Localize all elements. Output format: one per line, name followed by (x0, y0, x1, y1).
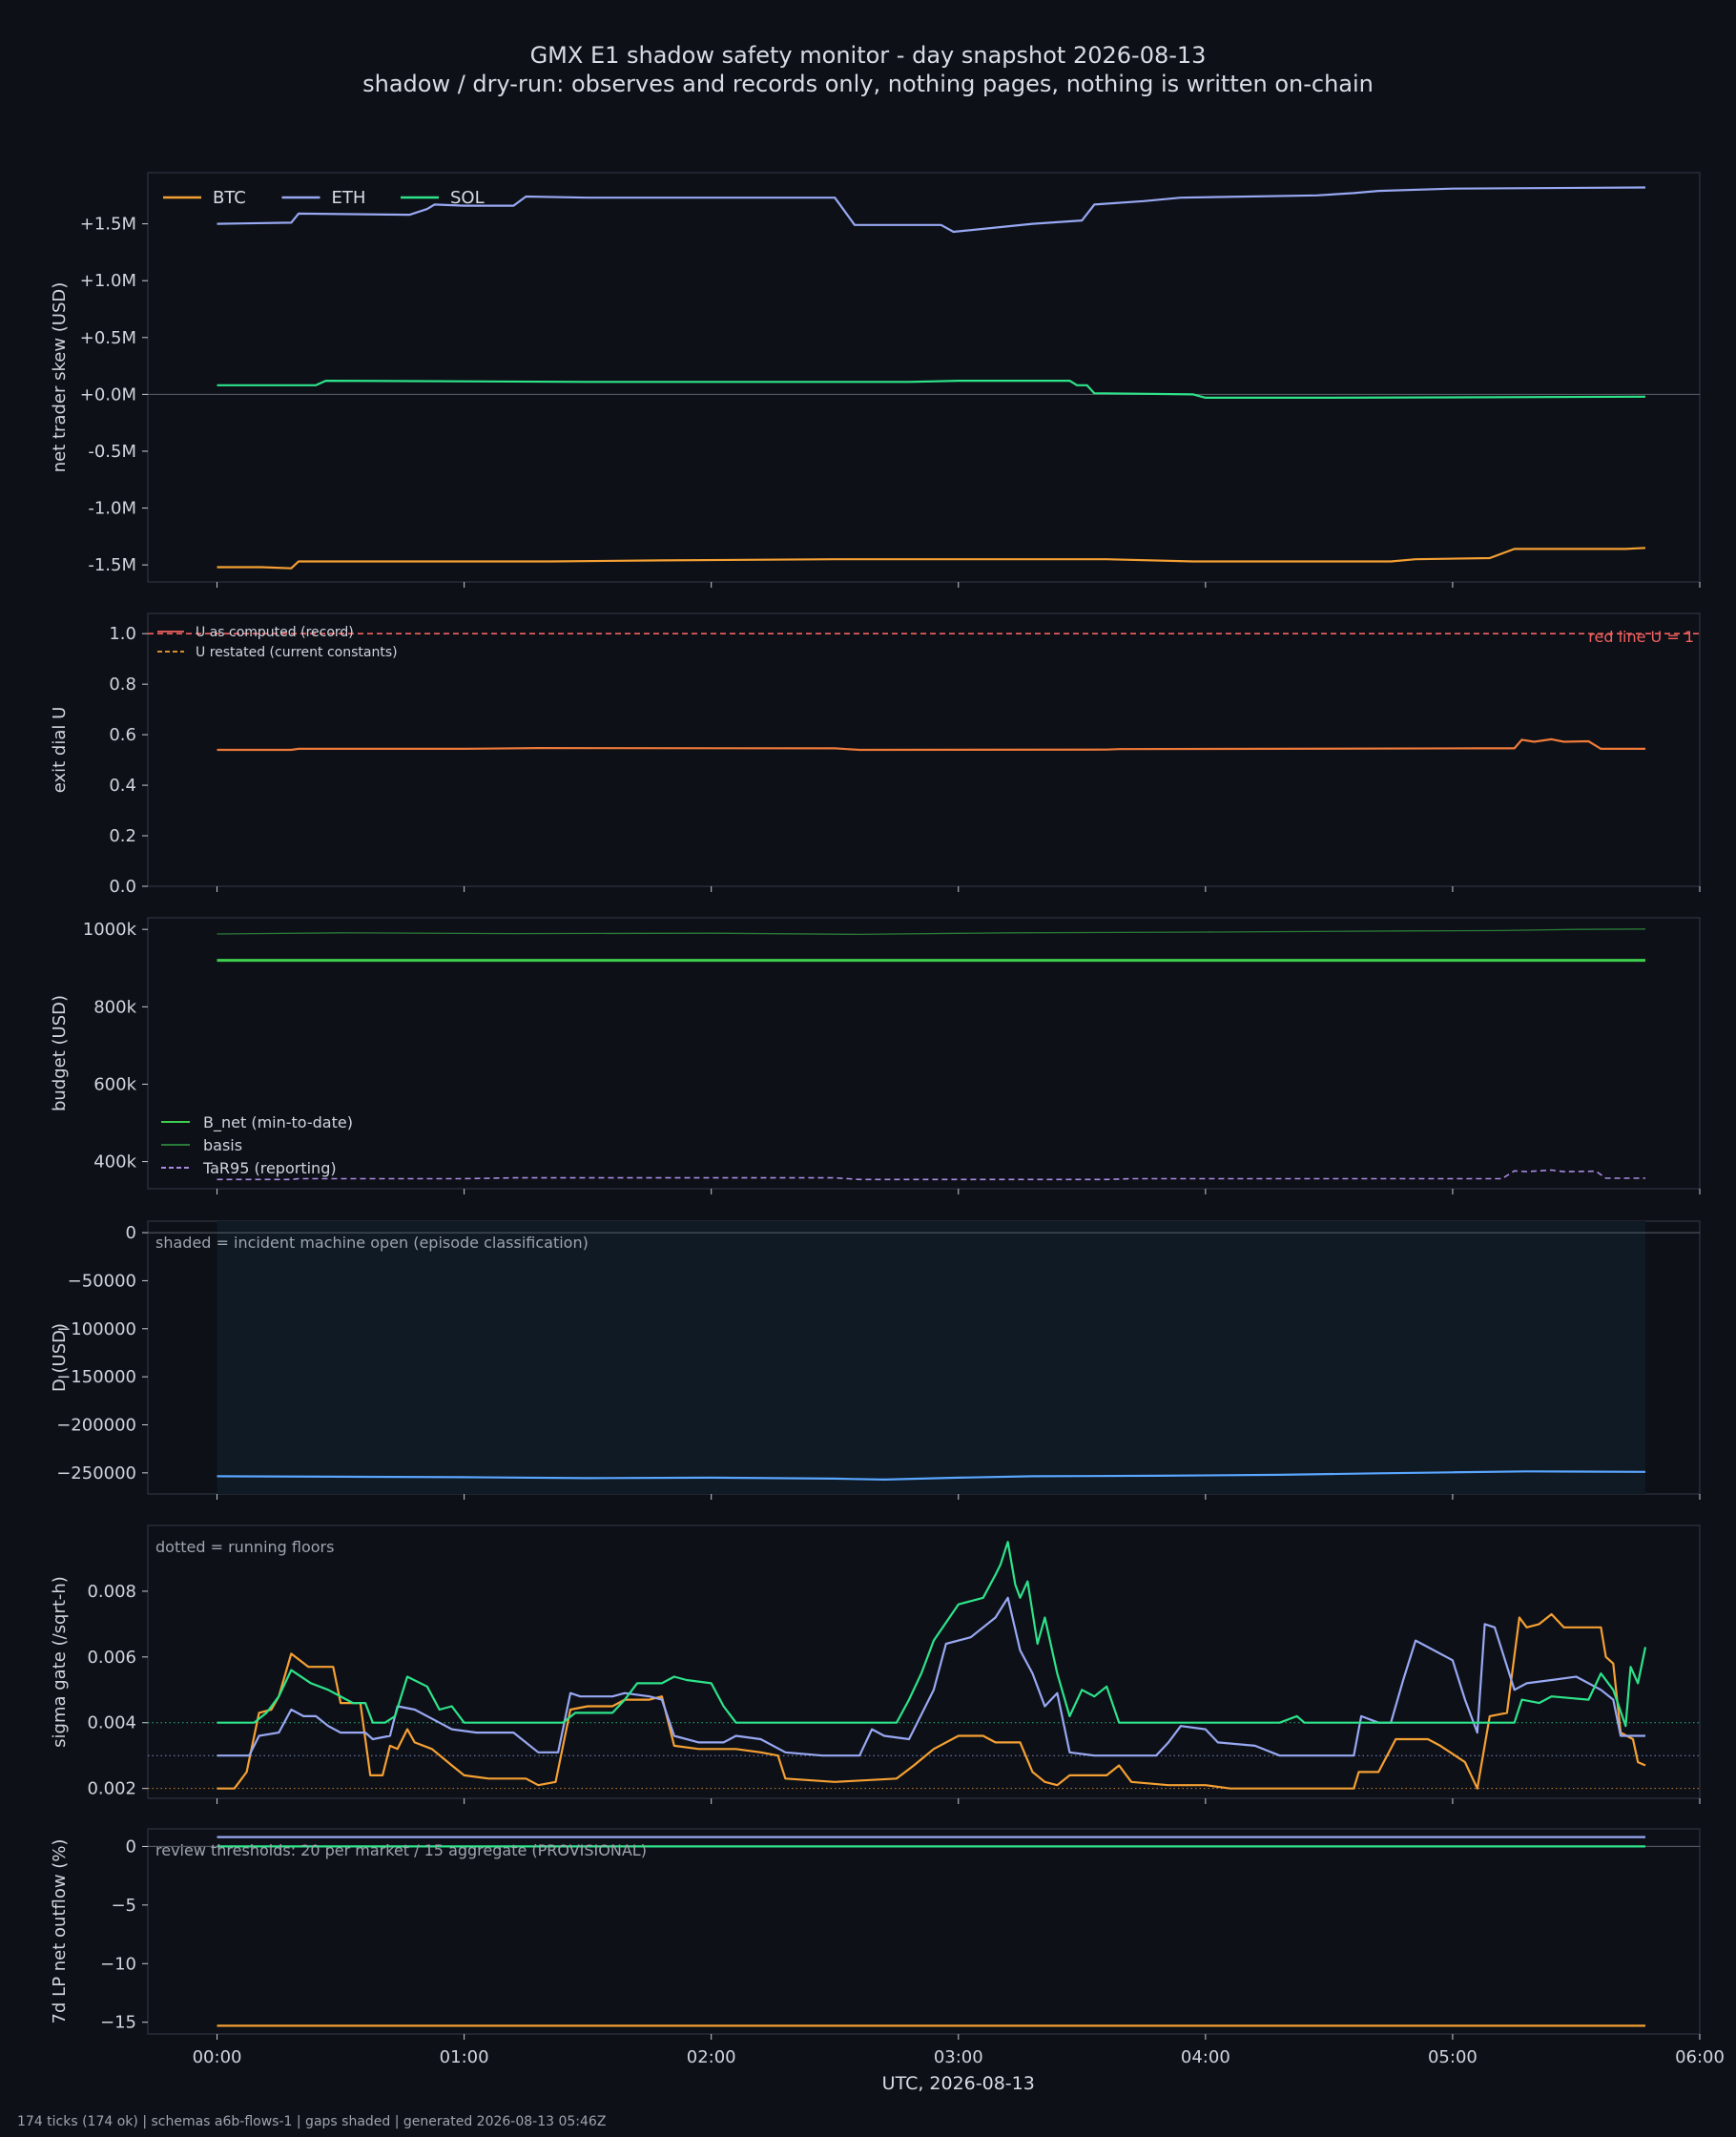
y-tick-label: 1.0 (109, 624, 136, 644)
y-tick-label: 600k (93, 1074, 136, 1094)
y-axis-label: net trader skew (USD) (50, 282, 70, 473)
y-tick-label: 0.6 (109, 725, 136, 745)
y-tick-label: 0.4 (109, 776, 136, 796)
x-tick-label: 01:00 (440, 2047, 489, 2067)
series-line-u-as-computed-record- (217, 737, 1645, 752)
y-axis-label: exit dial U (50, 707, 70, 794)
series-line-d (217, 1470, 1646, 1481)
y-tick-label: 0 (126, 1836, 136, 1857)
y-tick-label: 0.008 (87, 1582, 136, 1602)
y-tick-label: +1.0M (80, 271, 136, 291)
series-line-basis (217, 928, 1646, 936)
x-tick-label: 00:00 (193, 2047, 242, 2067)
x-tick-label: 03:00 (934, 2047, 983, 2067)
legend-label: BTC (213, 188, 246, 208)
y-axis-label: D (USD) (50, 1323, 70, 1392)
series-line-btc (217, 1612, 1646, 1790)
series-line-sol (217, 1541, 1647, 1728)
series-line-eth (217, 186, 1646, 234)
plot-frame (147, 1828, 1701, 2035)
series-line-tar95-reporting- (217, 1169, 1645, 1181)
y-tick-label: 0.004 (87, 1713, 136, 1733)
chart-subtitle: shadow / dry-run: observes and records o… (362, 71, 1374, 97)
plot-frame (147, 1525, 1701, 1799)
y-tick-label: −10 (100, 1954, 136, 1974)
series-line-btc (217, 547, 1646, 570)
legend-label: basis (203, 1136, 242, 1154)
plot-frame (147, 917, 1701, 1190)
y-tick-label: −150000 (56, 1367, 136, 1387)
y-axis-label: budget (USD) (50, 995, 70, 1111)
y-axis-label: 7d LP net outflow (%) (50, 1839, 70, 2024)
y-tick-label: 0.2 (109, 826, 136, 846)
y-tick-label: −250000 (56, 1463, 136, 1483)
x-axis-label: UTC, 2026-08-13 (882, 2073, 1035, 2094)
legend-label: SOL (450, 188, 485, 208)
panel-annotation: review thresholds: 20 per market / 15 ag… (155, 1841, 647, 1859)
chart-title: GMX E1 shadow safety monitor - day snaps… (529, 42, 1207, 69)
panel-3: 1000k 800k 600k 400k budget (USD) B_net (min-… (50, 917, 1701, 1194)
y-tick-label: 0 (126, 1223, 136, 1243)
incident-shade (217, 1221, 1646, 1494)
y-tick-label: +1.5M (80, 215, 136, 235)
legend-label: U restated (current constants) (196, 645, 398, 660)
panel-1: +1.5M +1.0M +0.5M +0.0M -0.5M -1.0M -1.5M net t… (50, 172, 1701, 588)
x-tick-label: 04:00 (1181, 2047, 1230, 2067)
y-tick-label: 0.002 (87, 1779, 136, 1799)
y-tick-label: −15 (100, 2013, 136, 2033)
y-tick-label: −5 (111, 1896, 136, 1916)
y-tick-label: 400k (93, 1152, 136, 1172)
legend-label: TaR95 (reporting) (202, 1159, 337, 1177)
y-tick-label: -1.0M (88, 499, 136, 519)
y-tick-label: 1000k (83, 920, 137, 940)
series-line-sol (217, 380, 1646, 399)
y-tick-label: -0.5M (88, 442, 136, 462)
redline-label: red line U = 1 (1588, 628, 1694, 646)
legend-label: B_net (min-to-date) (203, 1113, 353, 1132)
panel-annotation: shaded = incident machine open (episode … (155, 1234, 589, 1252)
panel-4: 0 −50000 −100000 −150000 −200000 −250000 D (US… (50, 1220, 1701, 1500)
y-tick-label: -1.5M (88, 555, 136, 575)
y-tick-label: −50000 (68, 1271, 136, 1291)
y-tick-label: 0.0 (109, 877, 136, 897)
y-tick-label: −100000 (56, 1319, 136, 1339)
x-tick-label: 02:00 (687, 2047, 736, 2067)
series-line-eth (217, 1596, 1645, 1757)
panel-annotation: dotted = running floors (155, 1538, 334, 1556)
y-axis-label: sigma gate (/sqrt-h) (50, 1576, 70, 1748)
panel-6: 0 −5 −10 −15 7d LP net outflow (%) review thr… (50, 1828, 1725, 2094)
y-tick-label: 800k (93, 997, 136, 1017)
panel-5: 0.008 0.006 0.004 0.002 sigma gate (/sqrt-h)… (50, 1525, 1701, 1804)
footer-status: 174 ticks (174 ok) | schemas a6b-flows-1… (17, 2114, 607, 2129)
y-tick-label: +0.5M (80, 328, 136, 348)
x-tick-label: 05:00 (1428, 2047, 1478, 2067)
legend-label: ETH (332, 188, 366, 208)
legend-label: U as computed (record) (196, 625, 354, 640)
y-tick-label: +0.0M (80, 384, 136, 405)
y-tick-label: 0.006 (87, 1648, 136, 1668)
y-tick-label: −200000 (56, 1415, 136, 1435)
panel-2: 1.0 0.8 0.6 0.4 0.2 0.0 exit dial U red line U … (50, 612, 1701, 897)
plot-frame (147, 172, 1701, 583)
y-tick-label: 0.8 (109, 674, 136, 695)
x-tick-label: 06:00 (1675, 2047, 1725, 2067)
